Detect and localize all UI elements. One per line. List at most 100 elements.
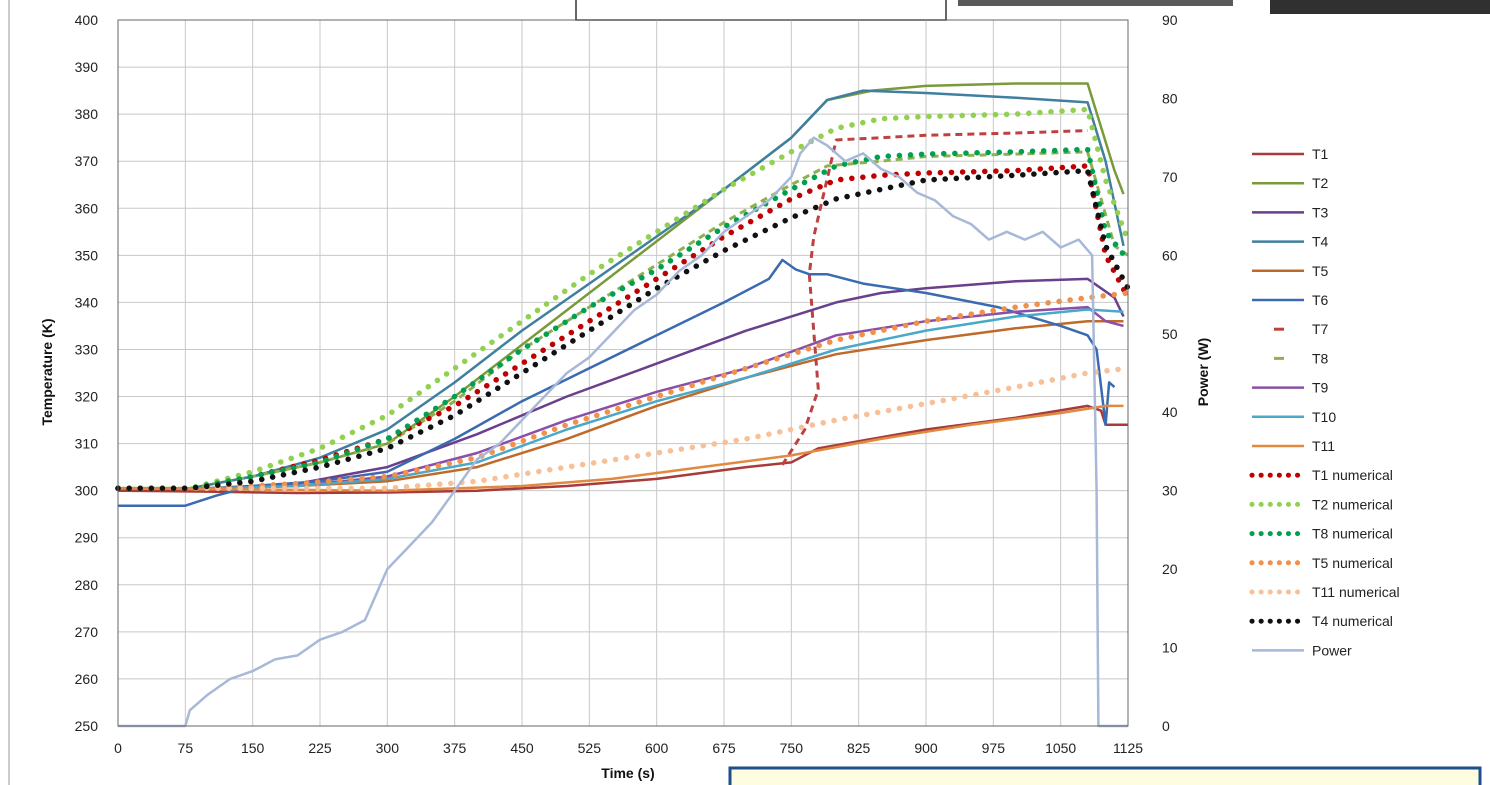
y-tick-label: 300 (75, 483, 99, 499)
legend-label: T6 (1312, 292, 1329, 308)
legend-label: T2 (1312, 175, 1329, 191)
y2-tick-label: 30 (1162, 483, 1178, 499)
legend: T1 T2 T3 T4 T5 T6 T7 T8 T9 T10 T11 T1 numerical T2 n… (1249, 146, 1400, 658)
x-axis-ticks: 0 75 150 225 300 375 450 525 600 675 750 825 900 975 1… (114, 740, 1143, 756)
legend-label: T3 (1312, 204, 1329, 220)
bottom-callout-box (728, 766, 1482, 785)
legend-label: T8 numerical (1312, 526, 1393, 542)
top-photo-fragment (958, 0, 1233, 6)
legend-item: T6 (1252, 292, 1329, 308)
y-tick-label: 250 (75, 718, 99, 734)
legend-item: T11 (1252, 438, 1335, 454)
series-t2-numerical (115, 106, 1131, 492)
legend-label: T5 (1312, 263, 1329, 279)
legend-label: T4 (1312, 234, 1329, 250)
legend-item: T8 (1274, 350, 1329, 366)
series-t5-numerical (115, 290, 1131, 492)
x-tick-label: 675 (712, 740, 736, 756)
y-axis-title: Temperature (K) (39, 318, 55, 425)
legend-item: Power (1252, 642, 1352, 658)
series-t8 (118, 150, 1129, 490)
y-tick-label: 260 (75, 671, 99, 687)
legend-item: T4 (1252, 234, 1329, 250)
legend-item: T2 (1252, 175, 1329, 191)
series-t4-numerical (115, 167, 1131, 492)
legend-label: T2 numerical (1312, 496, 1393, 512)
legend-item: T7 (1274, 321, 1329, 337)
legend-item: T9 (1252, 380, 1329, 396)
x-tick-label: 0 (114, 740, 122, 756)
y-tick-label: 400 (75, 12, 99, 28)
legend-label: T7 (1312, 321, 1329, 337)
series-t11-numerical (115, 365, 1131, 492)
top-right-photo-fragment (1270, 0, 1490, 14)
legend-label: T5 numerical (1312, 555, 1393, 571)
series-t1-numerical (115, 163, 1131, 492)
x-tick-label: 75 (178, 740, 194, 756)
x-tick-label: 375 (443, 740, 467, 756)
x-tick-label: 225 (308, 740, 332, 756)
legend-label: T11 numerical (1312, 584, 1400, 600)
x-tick-label: 525 (578, 740, 602, 756)
legend-item: T8 numerical (1249, 526, 1393, 542)
y2-tick-label: 70 (1162, 169, 1178, 185)
series-t3 (118, 277, 1125, 490)
y-tick-label: 340 (75, 294, 99, 310)
top-inset-box (575, 0, 947, 21)
legend-item: T4 numerical (1249, 613, 1393, 629)
legend-label: T8 (1312, 350, 1329, 366)
y-tick-label: 380 (75, 106, 99, 122)
legend-label: T9 (1312, 380, 1329, 396)
y2-tick-label: 60 (1162, 247, 1178, 263)
y-tick-label: 280 (75, 577, 99, 593)
legend-label: T1 (1312, 146, 1329, 162)
y-tick-label: 350 (75, 247, 99, 263)
x-tick-label: 450 (510, 740, 534, 756)
legend-label: T4 numerical (1312, 613, 1393, 629)
y-tick-label: 330 (75, 341, 99, 357)
x-tick-label: 300 (376, 740, 400, 756)
y2-axis-ticks: 0 10 20 30 40 50 60 70 80 90 (1162, 12, 1178, 734)
legend-label: T10 (1312, 409, 1336, 425)
legend-label: Power (1312, 642, 1352, 658)
legend-item: T3 (1252, 204, 1329, 220)
series-power (118, 136, 1128, 728)
y2-tick-label: 40 (1162, 404, 1178, 420)
series-t6 (118, 258, 1116, 507)
legend-label: T11 (1312, 438, 1335, 454)
series-t10 (118, 308, 1124, 490)
y2-tick-label: 10 (1162, 640, 1178, 656)
legend-item: T2 numerical (1249, 496, 1393, 512)
x-tick-label: 750 (780, 740, 804, 756)
y-tick-label: 290 (75, 530, 99, 546)
legend-label: T1 numerical (1312, 467, 1393, 483)
y-tick-label: 360 (75, 200, 99, 216)
legend-item: T5 numerical (1249, 555, 1393, 571)
x-tick-label: 825 (847, 740, 871, 756)
legend-item: T1 (1252, 146, 1329, 162)
y2-tick-label: 50 (1162, 326, 1178, 342)
legend-item: T5 (1252, 263, 1329, 279)
x-tick-label: 900 (914, 740, 938, 756)
legend-item: T11 numerical (1249, 584, 1400, 600)
series-t11 (117, 404, 1124, 492)
y-tick-label: 390 (75, 59, 99, 75)
series-t5 (118, 319, 1124, 490)
series-lines (115, 82, 1131, 728)
x-tick-label: 150 (241, 740, 265, 756)
y-tick-label: 370 (75, 153, 99, 169)
y2-tick-label: 90 (1162, 12, 1178, 28)
x-tick-label: 975 (982, 740, 1006, 756)
x-tick-label: 600 (645, 740, 669, 756)
y-tick-label: 310 (75, 436, 99, 452)
y2-tick-label: 0 (1162, 718, 1170, 734)
x-tick-label: 1050 (1045, 740, 1076, 756)
series-t8-numerical (115, 146, 1131, 492)
legend-item: T1 numerical (1249, 467, 1393, 483)
y2-axis-title: Power (W) (1195, 338, 1211, 406)
y-tick-label: 270 (75, 624, 99, 640)
series-t7 (781, 129, 1088, 466)
y-tick-label: 320 (75, 389, 99, 405)
y2-tick-label: 20 (1162, 561, 1178, 577)
